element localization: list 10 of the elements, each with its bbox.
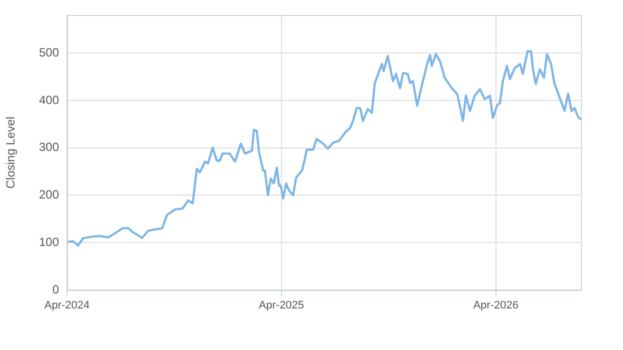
y-tick-label: 200	[38, 188, 60, 202]
y-tick-label: 0	[52, 282, 60, 296]
y-tick-label: 400	[38, 92, 60, 107]
x-tick-label: Apr-2024	[44, 300, 90, 312]
y-tick-label: 500	[38, 45, 60, 60]
x-tick-label: Apr-2026	[473, 300, 518, 312]
y-axis-title: Closing Level	[4, 116, 18, 189]
y-tick-label: 100	[38, 234, 60, 249]
x-tick-label: Apr-2025	[258, 300, 304, 312]
y-tick-label: 300	[38, 140, 60, 154]
